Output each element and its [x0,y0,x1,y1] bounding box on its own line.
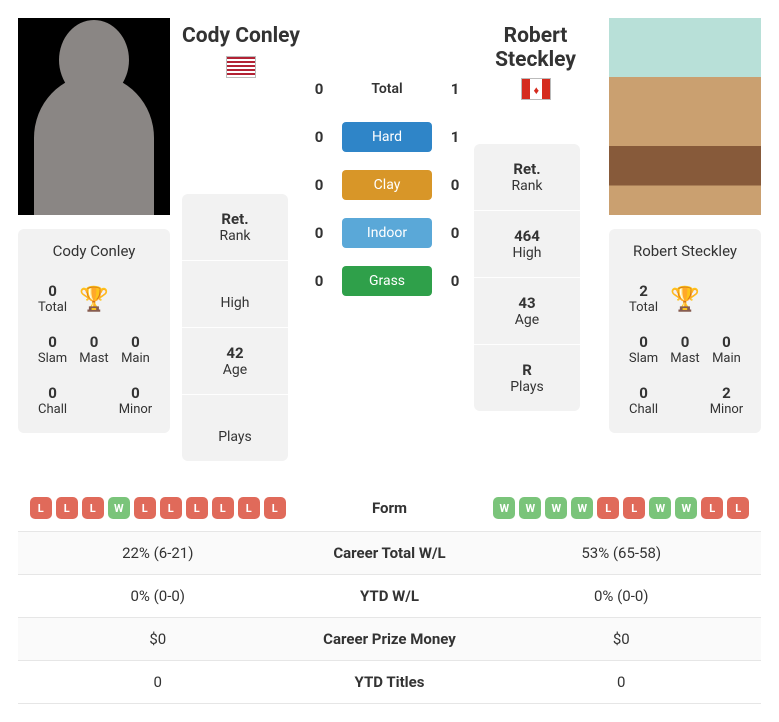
form-badge[interactable]: W [545,497,567,519]
form-badge[interactable]: W [571,497,593,519]
h2h-indoor[interactable]: Indoor [342,218,432,248]
h2h-column: 0Total1 0Hard1 0Clay0 0Indoor0 0Grass0 [312,18,462,314]
p1-photo [18,18,170,215]
table-row: LLLWLLLLLLFormWWWWLLWWLL [18,485,761,532]
p2-name-card: Robert Steckley [633,242,737,260]
p1-header-col: Cody Conley Ret.Rank High 42Age Plays [182,18,300,461]
h2h-clay[interactable]: Clay [342,170,432,200]
form-badge[interactable]: W [493,497,515,519]
form-badge[interactable]: L [134,497,156,519]
p2-header-col: Robert Steckley ♦ Ret.Rank 464High 43Age… [474,18,597,411]
table-row: 22% (6-21)Career Total W/L53% (65-58) [18,532,761,575]
form-badge[interactable]: L [212,497,234,519]
form-badge[interactable]: L [238,497,260,519]
trophy-icon: 🏆 [670,285,700,313]
h2h-grass[interactable]: Grass [342,266,432,296]
p2-stats-card: Robert Steckley 2Total 0Slam 0Mast 🏆 0Ma… [609,229,761,433]
p1-column: Cody Conley 0Total 0Slam 0Mast 🏆 0Main 0… [18,18,170,433]
form-badges: WWWWLLWWLL [490,497,754,519]
top-section: Cody Conley 0Total 0Slam 0Mast 🏆 0Main 0… [18,18,761,461]
us-flag-icon [226,56,256,78]
p2-photo [609,18,761,215]
form-badge[interactable]: L [56,497,78,519]
form-badge[interactable]: L [30,497,52,519]
row-label: YTD W/L [290,587,490,605]
form-badge[interactable]: L [597,497,619,519]
row-label: Career Prize Money [290,630,490,648]
form-badge[interactable]: W [649,497,671,519]
p2-rank-card: Ret.Rank 464High 43Age RPlays [474,144,580,411]
p1-rank-card: Ret.Rank High 42Age Plays [182,194,288,461]
form-badge[interactable]: L [82,497,104,519]
p2-name-header: Robert Steckley [474,24,597,72]
form-badge[interactable]: L [701,497,723,519]
form-badge[interactable]: W [675,497,697,519]
form-badge[interactable]: W [108,497,130,519]
form-badge[interactable]: L [623,497,645,519]
form-badge[interactable]: L [160,497,182,519]
p1-name-header: Cody Conley [182,24,300,48]
p1-name-card: Cody Conley [53,242,136,260]
row-label: Form [290,499,490,517]
table-row: $0Career Prize Money$0 [18,618,761,661]
row-label: YTD Titles [290,673,490,691]
p2-column: Robert Steckley 2Total 0Slam 0Mast 🏆 0Ma… [609,18,761,433]
table-row: 0YTD Titles0 [18,661,761,704]
h2h-hard[interactable]: Hard [342,122,432,152]
h2h-total: Total [342,74,432,104]
row-label: Career Total W/L [290,544,490,562]
form-badge[interactable]: L [186,497,208,519]
form-badges: LLLWLLLLLL [26,497,290,519]
form-badge[interactable]: L [264,497,286,519]
table-row: 0% (0-0)YTD W/L0% (0-0) [18,575,761,618]
form-badge[interactable]: L [727,497,749,519]
trophy-icon: 🏆 [79,285,109,313]
comparison-table: LLLWLLLLLLFormWWWWLLWWLL22% (6-21)Career… [18,485,761,704]
ca-flag-icon: ♦ [521,78,551,100]
form-badge[interactable]: W [519,497,541,519]
p1-stats-card: Cody Conley 0Total 0Slam 0Mast 🏆 0Main 0… [18,229,170,433]
